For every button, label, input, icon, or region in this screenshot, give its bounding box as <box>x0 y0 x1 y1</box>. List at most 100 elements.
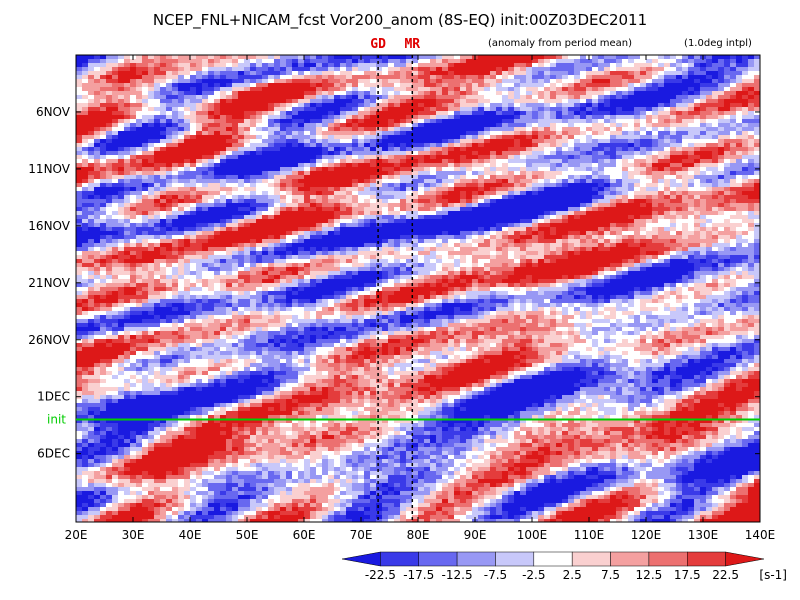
field-cell <box>118 87 125 92</box>
field-cell <box>118 119 125 124</box>
field-cell <box>328 223 335 228</box>
field-cell <box>622 111 629 116</box>
field-cell <box>574 207 581 212</box>
field-cell <box>640 99 647 104</box>
field-cell <box>742 67 749 72</box>
field-cell <box>244 91 251 96</box>
field-cell <box>460 227 467 232</box>
field-cell <box>706 139 713 144</box>
field-cell <box>232 215 239 220</box>
field-cell <box>706 187 713 192</box>
field-cell <box>484 223 491 228</box>
field-cell <box>700 115 707 120</box>
field-cell <box>310 199 317 204</box>
field-cell <box>394 71 401 76</box>
field-cell <box>256 119 263 124</box>
field-cell <box>748 131 755 136</box>
field-cell <box>586 215 593 220</box>
field-cell <box>712 147 719 152</box>
field-cell <box>508 227 515 232</box>
field-cell <box>370 139 377 144</box>
field-cell <box>724 199 731 204</box>
field-cell <box>448 119 455 124</box>
field-cell <box>160 147 167 152</box>
field-cell <box>592 127 599 132</box>
field-cell <box>412 87 419 92</box>
field-cell <box>226 163 233 168</box>
field-cell <box>526 83 533 88</box>
field-cell <box>316 127 323 132</box>
field-cell <box>646 219 653 224</box>
field-cell <box>280 207 287 212</box>
field-cell <box>430 91 437 96</box>
field-cell <box>544 59 551 64</box>
field-cell <box>142 83 149 88</box>
field-cell <box>154 203 161 208</box>
field-cell <box>232 179 239 184</box>
field-cell <box>664 215 671 220</box>
field-cell <box>754 99 760 104</box>
field-cell <box>586 99 593 104</box>
field-cell <box>130 67 137 72</box>
field-cell <box>484 143 491 148</box>
field-cell <box>142 219 149 224</box>
field-cell <box>538 111 545 116</box>
field-cell <box>106 71 113 76</box>
field-cell <box>496 219 503 224</box>
field-cell <box>334 187 341 192</box>
field-cell <box>178 143 185 148</box>
field-cell <box>466 63 473 68</box>
field-cell <box>130 227 137 232</box>
field-cell <box>166 115 173 120</box>
field-cell <box>688 67 695 72</box>
field-cell <box>124 71 131 76</box>
field-cell <box>316 123 323 128</box>
field-cell <box>376 211 383 216</box>
field-cell <box>562 75 569 80</box>
field-cell <box>328 67 335 72</box>
field-cell <box>82 111 89 116</box>
field-cell <box>280 67 287 72</box>
field-cell <box>418 175 425 180</box>
field-cell <box>610 227 617 232</box>
field-cell <box>562 151 569 156</box>
field-cell <box>604 135 611 140</box>
field-cell <box>754 151 760 156</box>
field-cell <box>568 71 575 76</box>
field-cell <box>220 203 227 208</box>
field-cell <box>706 195 713 200</box>
field-cell <box>694 187 701 192</box>
field-cell <box>130 123 137 128</box>
field-cell <box>256 55 263 60</box>
field-cell <box>580 203 587 208</box>
field-cell <box>508 167 515 172</box>
field-cell <box>130 75 137 80</box>
field-cell <box>682 79 689 84</box>
field-cell <box>418 79 425 84</box>
field-cell <box>352 191 359 196</box>
field-cell <box>382 71 389 76</box>
field-cell <box>754 159 760 164</box>
field-cell <box>628 171 635 176</box>
field-cell <box>142 203 149 208</box>
field-cell <box>652 55 659 60</box>
field-cell <box>364 155 371 160</box>
field-cell <box>556 227 563 232</box>
field-cell <box>316 71 323 76</box>
field-cell <box>376 83 383 88</box>
field-cell <box>562 211 569 216</box>
field-cell <box>748 143 755 148</box>
field-cell <box>280 87 287 92</box>
field-cell <box>736 139 743 144</box>
field-cell <box>244 167 251 172</box>
field-cell <box>292 223 299 228</box>
field-cell <box>610 183 617 188</box>
field-cell <box>466 219 473 224</box>
field-cell <box>676 203 683 208</box>
field-cell <box>418 127 425 132</box>
field-cell <box>748 115 755 120</box>
field-cell <box>676 151 683 156</box>
field-cell <box>238 103 245 108</box>
field-cell <box>694 83 701 88</box>
field-cell <box>616 139 623 144</box>
